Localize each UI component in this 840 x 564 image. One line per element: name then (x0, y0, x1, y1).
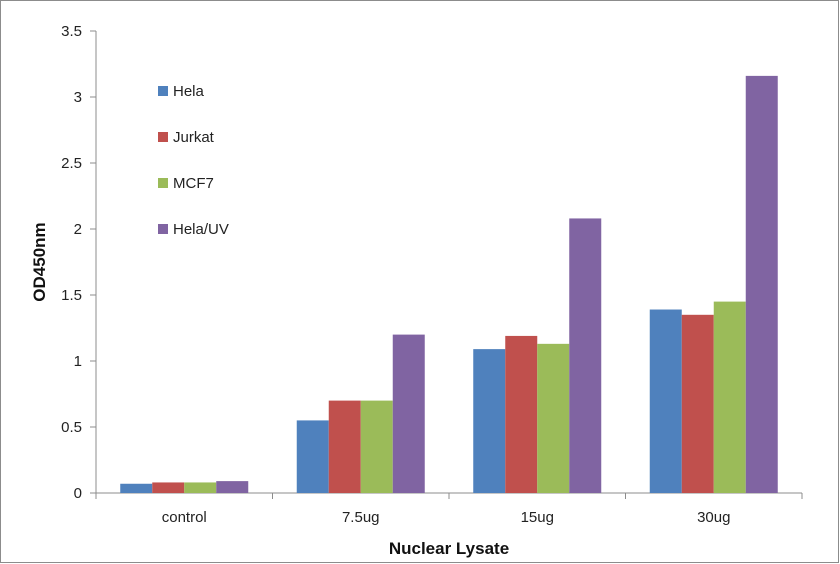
y-ticks: 0 0.5 1 1.5 2 2.5 3 3.5 (61, 23, 96, 502)
y-tick-label: 2.5 (61, 155, 82, 172)
bar-hela-uv (569, 218, 602, 493)
bar-hela-uv (216, 481, 249, 493)
bar-mcf7 (713, 301, 746, 493)
bar-jurkat (328, 400, 361, 493)
bar-jurkat (505, 335, 538, 493)
bar-hela (649, 309, 682, 493)
x-tick-label: 30ug (697, 509, 730, 526)
x-tick-label: 7.5ug (342, 509, 380, 526)
bar-hela (473, 349, 506, 493)
bar-hela-uv (745, 75, 778, 493)
y-tick-label: 1.5 (61, 287, 82, 304)
legend-swatch (158, 224, 168, 234)
legend-label: MCF7 (173, 175, 214, 192)
bar-mcf7 (184, 482, 217, 493)
x-axis-title: Nuclear Lysate (389, 539, 509, 558)
legend: Hela Jurkat MCF7 Hela/UV (158, 83, 229, 238)
bar-mcf7 (360, 400, 393, 493)
y-tick-label: 2 (74, 221, 82, 238)
legend-label: Hela (173, 83, 205, 100)
legend-swatch (158, 86, 168, 96)
y-tick-label: 0 (74, 485, 82, 502)
legend-swatch (158, 178, 168, 188)
bar-jurkat (681, 314, 714, 493)
legend-swatch (158, 132, 168, 142)
y-tick-label: 0.5 (61, 419, 82, 436)
y-tick-label: 3 (74, 89, 82, 106)
y-tick-label: 3.5 (61, 23, 82, 40)
y-axis-title: OD450nm (30, 222, 49, 301)
x-ticks: control 7.5ug 15ug 30ug (95, 493, 803, 526)
bars (120, 75, 778, 493)
bar-jurkat (152, 482, 185, 493)
bar-hela-uv (392, 334, 425, 493)
legend-label: Hela/UV (173, 221, 229, 238)
bar-hela (296, 420, 329, 493)
y-tick-label: 1 (74, 353, 82, 370)
x-tick-label: 15ug (521, 509, 554, 526)
legend-label: Jurkat (173, 129, 215, 146)
bar-hela (120, 483, 153, 493)
x-tick-label: control (162, 509, 207, 526)
bar-mcf7 (537, 343, 570, 493)
